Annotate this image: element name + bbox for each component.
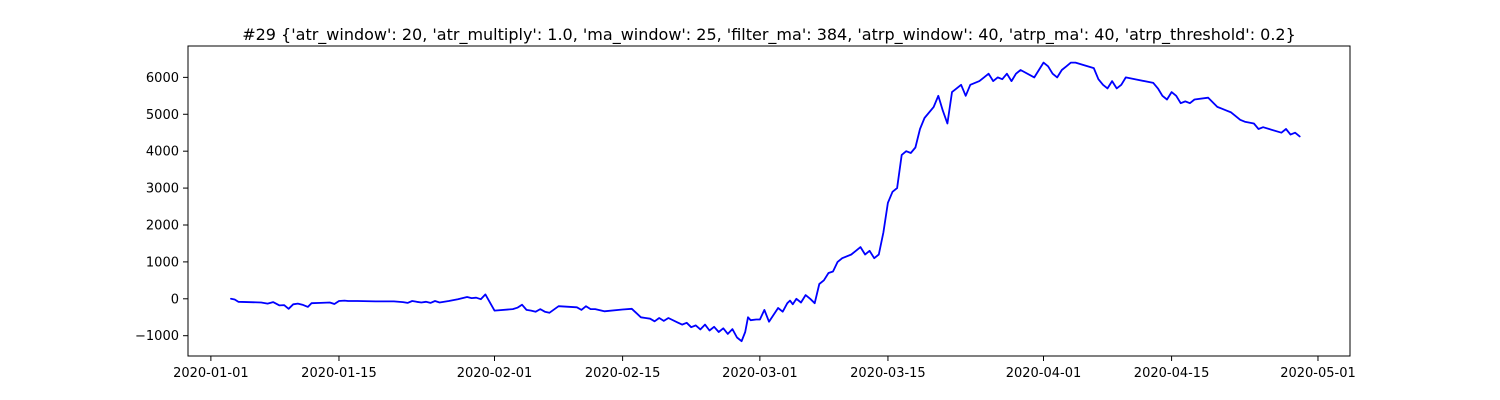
y-tick-label: 0 bbox=[171, 292, 179, 307]
x-tick-label: 2020-02-15 bbox=[585, 366, 661, 381]
x-tick-label: 2020-02-01 bbox=[457, 366, 533, 381]
x-tick-label: 2020-05-01 bbox=[1280, 366, 1356, 381]
y-tick-label: 3000 bbox=[146, 182, 179, 197]
x-tick-label: 2020-04-15 bbox=[1134, 366, 1210, 381]
y-tick-label: 1000 bbox=[146, 255, 179, 270]
x-tick-label: 2020-04-01 bbox=[1006, 366, 1082, 381]
plot-area-frame bbox=[187, 45, 1351, 357]
equity-series-line bbox=[230, 61, 1301, 343]
x-axis: 2020-01-01 2020-01-15 2020-02-01 2020-02-15… bbox=[173, 356, 1356, 381]
y-tick-label: 6000 bbox=[146, 71, 179, 86]
y-tick-label: −1000 bbox=[135, 329, 179, 344]
y-tick-label: 4000 bbox=[146, 145, 179, 160]
x-tick-label: 2020-01-15 bbox=[301, 366, 377, 381]
x-tick-label: 2020-03-15 bbox=[850, 366, 926, 381]
x-tick-label: 2020-03-01 bbox=[722, 366, 798, 381]
y-tick-label: 2000 bbox=[146, 218, 179, 233]
y-axis: −1000 0 1000 2000 3000 4000 5000 6000 bbox=[135, 71, 188, 344]
chart-title: #29 {'atr_window': 20, 'atr_multiply': 1… bbox=[242, 25, 1296, 45]
x-tick-label: 2020-01-01 bbox=[173, 366, 249, 381]
y-tick-label: 5000 bbox=[146, 108, 179, 123]
